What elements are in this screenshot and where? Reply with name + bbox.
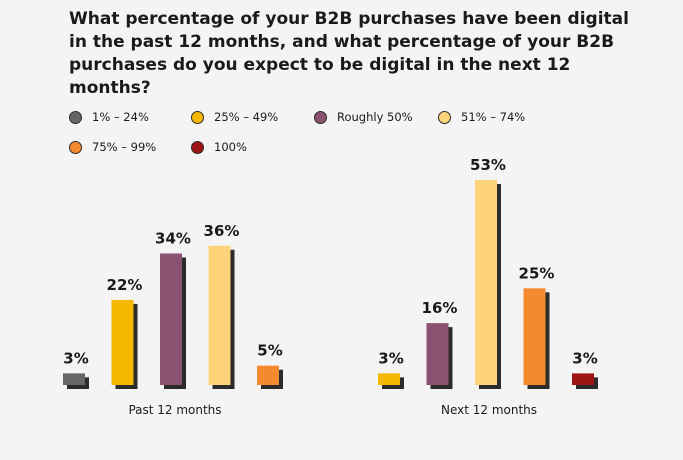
data-label: 36% — [204, 222, 240, 240]
legend-label: 1% – 24% — [92, 110, 149, 124]
legend-label: 25% – 49% — [214, 110, 279, 124]
x-tick-label: Next 12 months — [441, 403, 537, 417]
bar — [111, 299, 134, 385]
data-label: 22% — [107, 276, 143, 294]
legend-item-25-49: 25% – 49% — [191, 110, 278, 124]
bar — [572, 373, 594, 385]
bar — [378, 373, 400, 385]
legend-label: 51% – 74% — [461, 110, 526, 124]
legend-label: Roughly 50% — [337, 110, 413, 124]
legend-swatch — [69, 110, 82, 124]
data-label: 3% — [378, 349, 403, 367]
data-label: 3% — [63, 349, 88, 367]
data-label: 16% — [422, 299, 458, 317]
data-label: 3% — [572, 349, 597, 367]
bar — [160, 253, 182, 385]
data-label: 34% — [155, 229, 191, 247]
legend-swatch — [314, 110, 327, 124]
legend-label: 100% — [214, 140, 247, 154]
chart-title: What percentage of your B2B purchases ha… — [69, 9, 629, 98]
legend-item-100: 100% — [191, 140, 247, 154]
chart-legend: 1% – 24% 25% – 49% Roughly 50% 51% – 74%… — [69, 110, 629, 158]
legend-swatch — [191, 140, 204, 154]
bar — [63, 373, 85, 385]
legend-label: 75% – 99% — [92, 140, 157, 154]
legend-swatch — [69, 140, 82, 154]
data-label: 25% — [519, 264, 555, 282]
legend-item-51-74: 51% – 74% — [438, 110, 525, 124]
bar — [257, 365, 279, 385]
data-label: 53% — [470, 156, 506, 174]
legend-swatch — [438, 110, 451, 124]
legend-item-75-99: 75% – 99% — [69, 140, 156, 154]
legend-swatch — [191, 110, 204, 124]
legend-item-1-24: 1% – 24% — [69, 110, 149, 124]
data-label: 5% — [257, 342, 282, 360]
bar — [208, 245, 231, 385]
bar — [426, 323, 449, 385]
x-tick-label: Past 12 months — [128, 403, 221, 417]
legend-item-roughly-50: Roughly 50% — [314, 110, 413, 124]
bar — [475, 180, 497, 385]
bar — [523, 288, 546, 385]
